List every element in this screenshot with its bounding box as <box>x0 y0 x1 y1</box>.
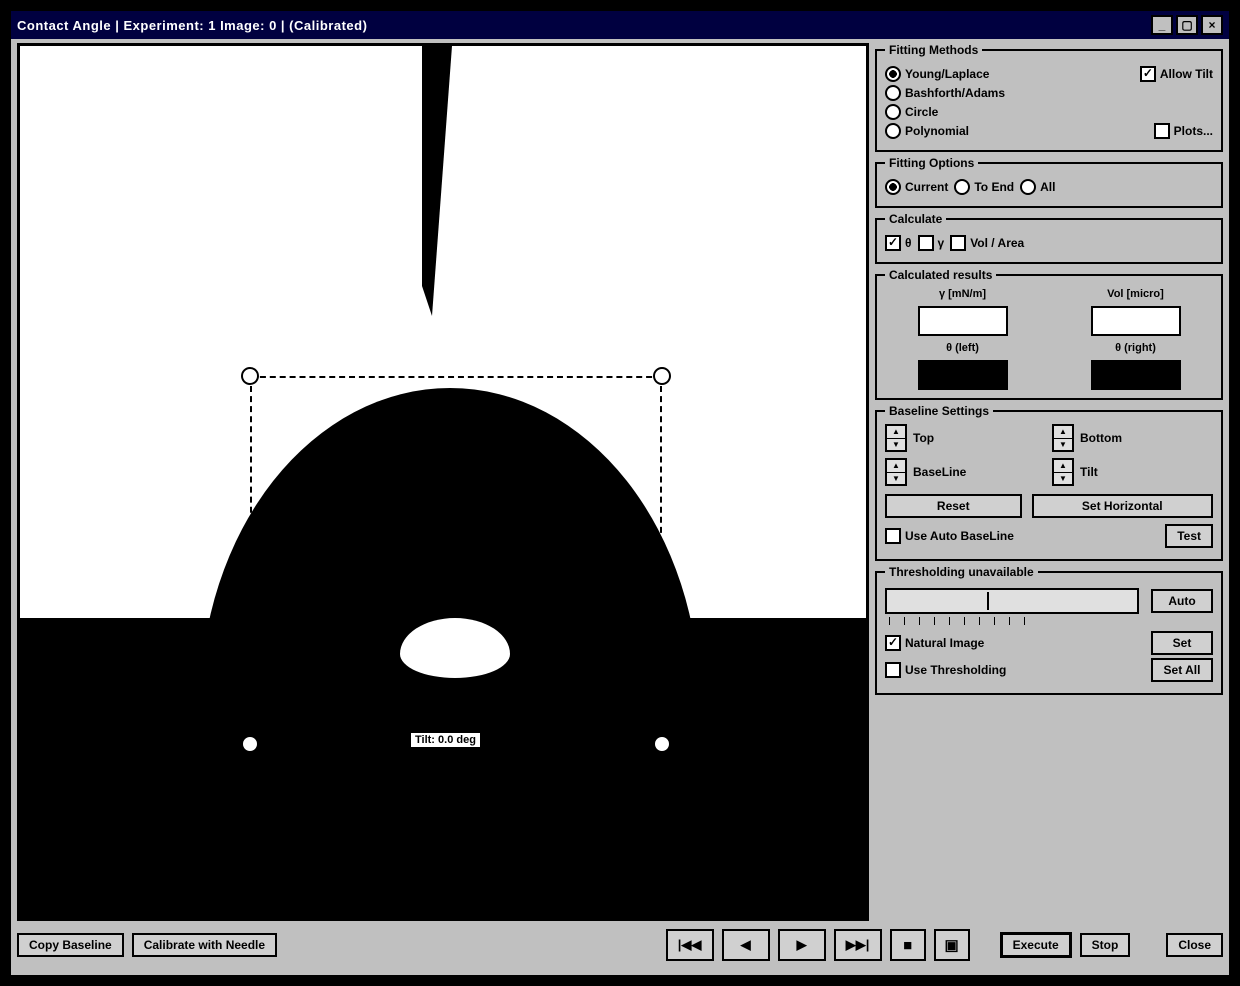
titlebar: Contact Angle | Experiment: 1 Image: 0 |… <box>11 11 1229 39</box>
test-button[interactable]: Test <box>1165 524 1213 548</box>
threshold-slider[interactable] <box>885 588 1139 614</box>
radio-all[interactable]: All <box>1020 179 1055 195</box>
check-allow-tilt[interactable]: Allow Tilt <box>1140 66 1213 82</box>
baseline-legend: Baseline Settings <box>885 404 993 418</box>
spin-baseline[interactable]: ▲▼ <box>885 458 907 486</box>
threshold-ticks <box>885 617 1213 627</box>
label-bottom: Bottom <box>1080 431 1213 445</box>
maximize-button[interactable]: ▢ <box>1176 15 1198 35</box>
value-theta-left <box>918 360 1008 390</box>
content-area: Tilt: 0.0 deg Fitting Methods Young/Lapl… <box>17 43 1223 921</box>
check-vol-area[interactable]: Vol / Area <box>950 235 1024 251</box>
threshold-set-all-button[interactable]: Set All <box>1151 658 1213 682</box>
spin-tilt[interactable]: ▲▼ <box>1052 458 1074 486</box>
stop-icon-button[interactable]: ■ <box>890 929 926 961</box>
value-theta-right <box>1091 360 1181 390</box>
roi-selection-box[interactable] <box>250 376 662 744</box>
bottom-toolbar: Copy Baseline Calibrate with Needle |◀◀ … <box>17 925 1223 965</box>
roi-handle-br[interactable] <box>653 735 671 753</box>
spin-top[interactable]: ▲▼ <box>885 424 907 452</box>
reset-button[interactable]: Reset <box>885 494 1022 518</box>
window-title: Contact Angle | Experiment: 1 Image: 0 |… <box>17 18 1148 33</box>
label-theta-left: θ (left) <box>946 342 979 354</box>
image-preview[interactable]: Tilt: 0.0 deg <box>17 43 869 921</box>
calibrate-needle-button[interactable]: Calibrate with Needle <box>132 933 277 957</box>
check-natural-image[interactable]: Natural Image <box>885 635 984 651</box>
label-gamma: γ [mN/m] <box>939 288 986 300</box>
nav-prev-button[interactable]: ◀ <box>722 929 770 961</box>
check-auto-baseline[interactable]: Use Auto BaseLine <box>885 528 1014 544</box>
check-gamma[interactable]: γ <box>918 235 945 251</box>
fitting-methods-group: Fitting Methods Young/Laplace Allow Tilt… <box>875 43 1223 152</box>
close-button[interactable]: Close <box>1166 933 1223 957</box>
threshold-set-button[interactable]: Set <box>1151 631 1213 655</box>
fitting-options-group: Fitting Options Current To End All <box>875 156 1223 208</box>
check-plots[interactable]: Plots... <box>1154 123 1213 139</box>
sidebar: Fitting Methods Young/Laplace Allow Tilt… <box>875 43 1223 921</box>
label-theta-right: θ (right) <box>1115 342 1156 354</box>
record-icon-button[interactable]: ▣ <box>934 929 970 961</box>
calculate-group: Calculate θ γ Vol / Area <box>875 212 1223 264</box>
copy-baseline-button[interactable]: Copy Baseline <box>17 933 124 957</box>
nav-next-button[interactable]: ▶ <box>778 929 826 961</box>
radio-bashforth[interactable]: Bashforth/Adams <box>885 85 1005 101</box>
needle-shape <box>392 46 472 326</box>
radio-current[interactable]: Current <box>885 179 948 195</box>
label-baseline: BaseLine <box>913 465 1046 479</box>
fitting-methods-legend: Fitting Methods <box>885 43 982 57</box>
roi-handle-tr[interactable] <box>653 367 671 385</box>
nav-last-button[interactable]: ▶▶| <box>834 929 882 961</box>
minimize-button[interactable]: _ <box>1151 15 1173 35</box>
roi-handle-tl[interactable] <box>241 367 259 385</box>
spin-bottom[interactable]: ▲▼ <box>1052 424 1074 452</box>
label-top: Top <box>913 431 1046 445</box>
execute-button[interactable]: Execute <box>1000 932 1072 958</box>
threshold-legend: Thresholding unavailable <box>885 565 1038 579</box>
app-window: Contact Angle | Experiment: 1 Image: 0 |… <box>8 8 1232 978</box>
results-group: Calculated results γ [mN/m] Vol [micro] … <box>875 268 1223 400</box>
radio-young-laplace[interactable]: Young/Laplace <box>885 66 989 82</box>
value-gamma <box>918 306 1008 336</box>
label-tilt: Tilt <box>1080 465 1213 479</box>
results-legend: Calculated results <box>885 268 996 282</box>
nav-first-button[interactable]: |◀◀ <box>666 929 714 961</box>
stop-button[interactable]: Stop <box>1080 933 1131 957</box>
fitting-options-legend: Fitting Options <box>885 156 978 170</box>
set-horizontal-button[interactable]: Set Horizontal <box>1032 494 1214 518</box>
value-vol <box>1091 306 1181 336</box>
calculate-legend: Calculate <box>885 212 946 226</box>
check-theta[interactable]: θ <box>885 235 912 251</box>
check-use-thresholding[interactable]: Use Thresholding <box>885 662 1006 678</box>
label-vol: Vol [micro] <box>1107 288 1164 300</box>
close-window-button[interactable]: × <box>1201 15 1223 35</box>
radio-polynomial[interactable]: Polynomial <box>885 123 969 139</box>
radio-to-end[interactable]: To End <box>954 179 1014 195</box>
tilt-readout: Tilt: 0.0 deg <box>410 732 481 748</box>
roi-handle-bl[interactable] <box>241 735 259 753</box>
radio-circle[interactable]: Circle <box>885 104 938 120</box>
threshold-auto-button[interactable]: Auto <box>1151 589 1213 613</box>
threshold-group: Thresholding unavailable Auto Natural Im… <box>875 565 1223 695</box>
baseline-group: Baseline Settings ▲▼ Top ▲▼ Bottom ▲▼ Ba… <box>875 404 1223 561</box>
